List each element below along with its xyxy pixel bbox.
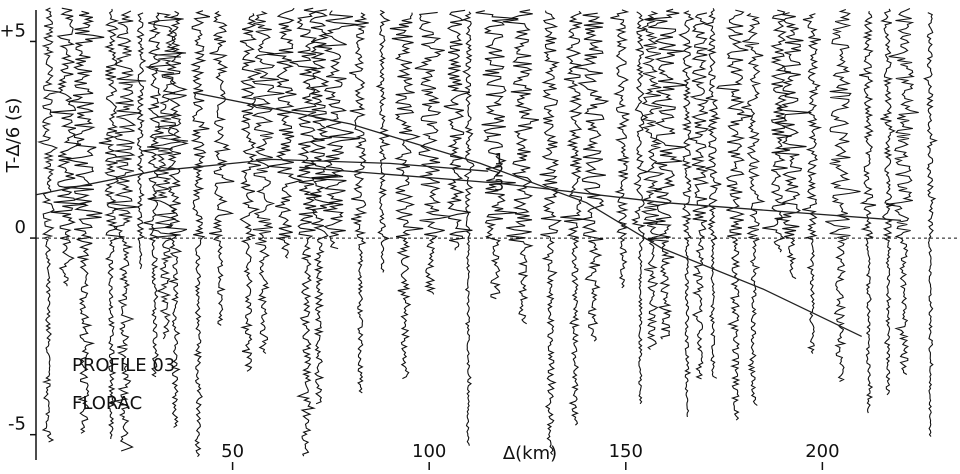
- trace: [349, 12, 369, 394]
- trace: [771, 12, 812, 280]
- trace: [630, 11, 650, 405]
- seismogram-traces: [37, 7, 938, 458]
- trace: [312, 10, 360, 250]
- trace: [163, 10, 189, 428]
- curve-label: 3: [494, 176, 504, 195]
- annotation: FLORAC: [72, 393, 142, 414]
- trace: [802, 13, 823, 354]
- trace: [37, 7, 60, 443]
- trace: [145, 12, 189, 340]
- y-axis-label: T-Δ/6 (s): [3, 98, 24, 174]
- trace: [610, 9, 630, 289]
- x-tick-label: 200: [805, 441, 839, 462]
- trace: [414, 11, 451, 295]
- trace: [475, 10, 519, 300]
- trace: [886, 8, 919, 375]
- y-tick-label: 0: [15, 217, 26, 238]
- travel-time-curve: [299, 166, 902, 222]
- trace: [308, 9, 339, 405]
- trace: [688, 12, 710, 380]
- trace: [573, 12, 610, 342]
- trace: [703, 8, 722, 379]
- trace: [106, 10, 147, 452]
- trace: [136, 12, 147, 270]
- y-tick-label: -5: [8, 414, 26, 435]
- travel-time-curve: [35, 158, 489, 196]
- trace: [64, 10, 105, 434]
- trace: [209, 10, 235, 326]
- trace: [880, 8, 896, 396]
- travel-time-curve: [193, 91, 862, 337]
- trace: [98, 8, 125, 439]
- x-tick-label: 100: [412, 441, 446, 462]
- trace: [251, 10, 285, 354]
- trace: [50, 7, 86, 287]
- trace: [461, 11, 475, 446]
- x-tick-label: 50: [221, 441, 244, 462]
- trace: [643, 8, 687, 340]
- trace: [825, 8, 861, 382]
- x-axis-label: Δ(km): [503, 443, 557, 464]
- trace: [640, 10, 666, 350]
- trace: [267, 7, 304, 259]
- y-tick-label: +5: [0, 20, 26, 41]
- annotation: PROFILE 03: [72, 355, 175, 376]
- trace: [142, 12, 164, 378]
- trace: [502, 9, 540, 325]
- curve-label: 1: [494, 150, 504, 169]
- trace: [715, 9, 753, 421]
- trace: [858, 10, 877, 414]
- trace: [190, 10, 211, 458]
- trace: [678, 10, 695, 417]
- trace: [923, 12, 938, 437]
- curve-label: 2: [494, 162, 504, 181]
- x-tick-label: 150: [609, 441, 643, 462]
- trace: [375, 9, 391, 273]
- trace: [239, 13, 262, 372]
- trace: [539, 10, 562, 455]
- trace: [443, 9, 473, 251]
- trace: [389, 12, 424, 380]
- trace: [560, 10, 585, 426]
- trace: [289, 7, 325, 457]
